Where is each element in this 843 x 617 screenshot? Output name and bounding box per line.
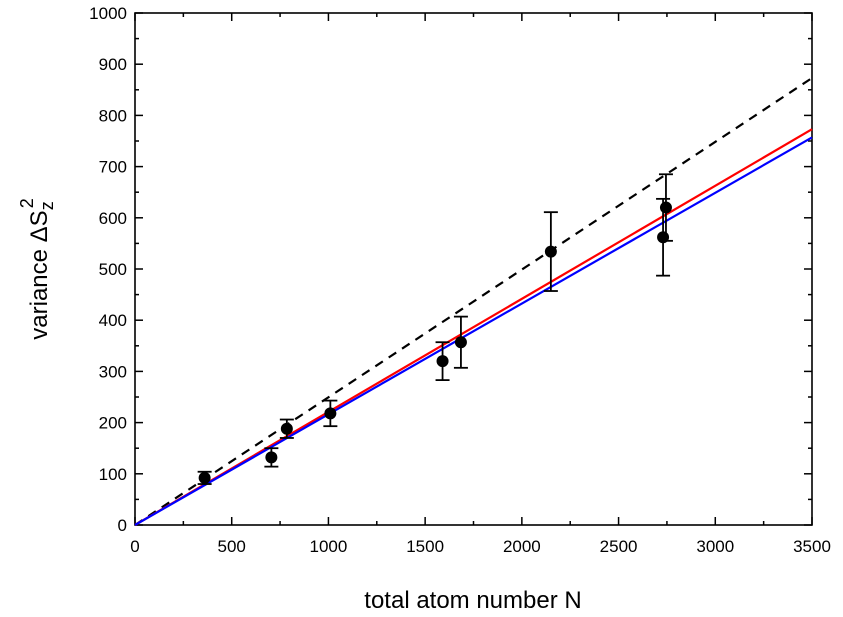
dashed-reference-line [134, 77, 813, 526]
x-tick-label: 1000 [310, 537, 348, 556]
y-axis-label-symbol: S [26, 210, 53, 226]
y-tick-label: 1000 [89, 4, 127, 23]
x-tick-labels: 0 500 1000 1500 2000 2500 3000 3500 [130, 537, 831, 556]
data-point [658, 173, 673, 242]
data-point-marker [436, 355, 449, 368]
fit-lines [134, 77, 813, 526]
y-tick-label: 900 [99, 55, 127, 74]
data-point [543, 211, 558, 292]
data-point [435, 341, 450, 382]
data-point-marker [454, 336, 467, 349]
x-tick-label: 0 [130, 537, 139, 556]
data-point [323, 399, 338, 428]
x-tick-label: 1500 [406, 537, 444, 556]
x-tick-label: 2500 [600, 537, 638, 556]
data-point [279, 418, 294, 439]
y-tick-label: 300 [99, 362, 127, 381]
data-point [197, 470, 212, 485]
y-axis-label: variance ΔSz2 [17, 198, 57, 339]
x-axis-label: total atom number N [364, 587, 581, 614]
data-point [453, 315, 468, 369]
data-point-marker [659, 201, 672, 214]
x-tick-label: 3000 [696, 537, 734, 556]
data-point-marker [280, 422, 293, 435]
tick-marks [134, 12, 813, 526]
x-tick-label: 3500 [793, 537, 831, 556]
y-tick-labels: 0 100 200 300 400 500 600 700 800 900 1000 [89, 4, 127, 535]
data-point-marker [544, 245, 557, 258]
data-point-marker [198, 471, 211, 484]
y-axis-label-subscript: z [37, 201, 57, 210]
plot-frame [134, 12, 813, 526]
y-tick-label: 100 [99, 465, 127, 484]
y-tick-label: 200 [99, 414, 127, 433]
fit-line-1 [134, 128, 813, 526]
y-tick-label: 600 [99, 209, 127, 228]
data-point-marker [265, 451, 278, 464]
y-tick-label: 700 [99, 158, 127, 177]
data-point [264, 447, 279, 468]
y-tick-label: 400 [99, 311, 127, 330]
data-points [197, 173, 673, 485]
x-tick-label: 500 [218, 537, 246, 556]
y-axis-label-superscript: 2 [17, 198, 37, 208]
y-tick-label: 0 [118, 516, 127, 535]
data-point-marker [324, 407, 337, 420]
x-tick-label: 2000 [503, 537, 541, 556]
y-tick-label: 500 [99, 260, 127, 279]
y-tick-label: 800 [99, 106, 127, 125]
y-axis-label-delta: Δ [26, 226, 53, 242]
fit-line-2 [134, 136, 813, 526]
y-axis-label-text: variance [26, 242, 53, 339]
